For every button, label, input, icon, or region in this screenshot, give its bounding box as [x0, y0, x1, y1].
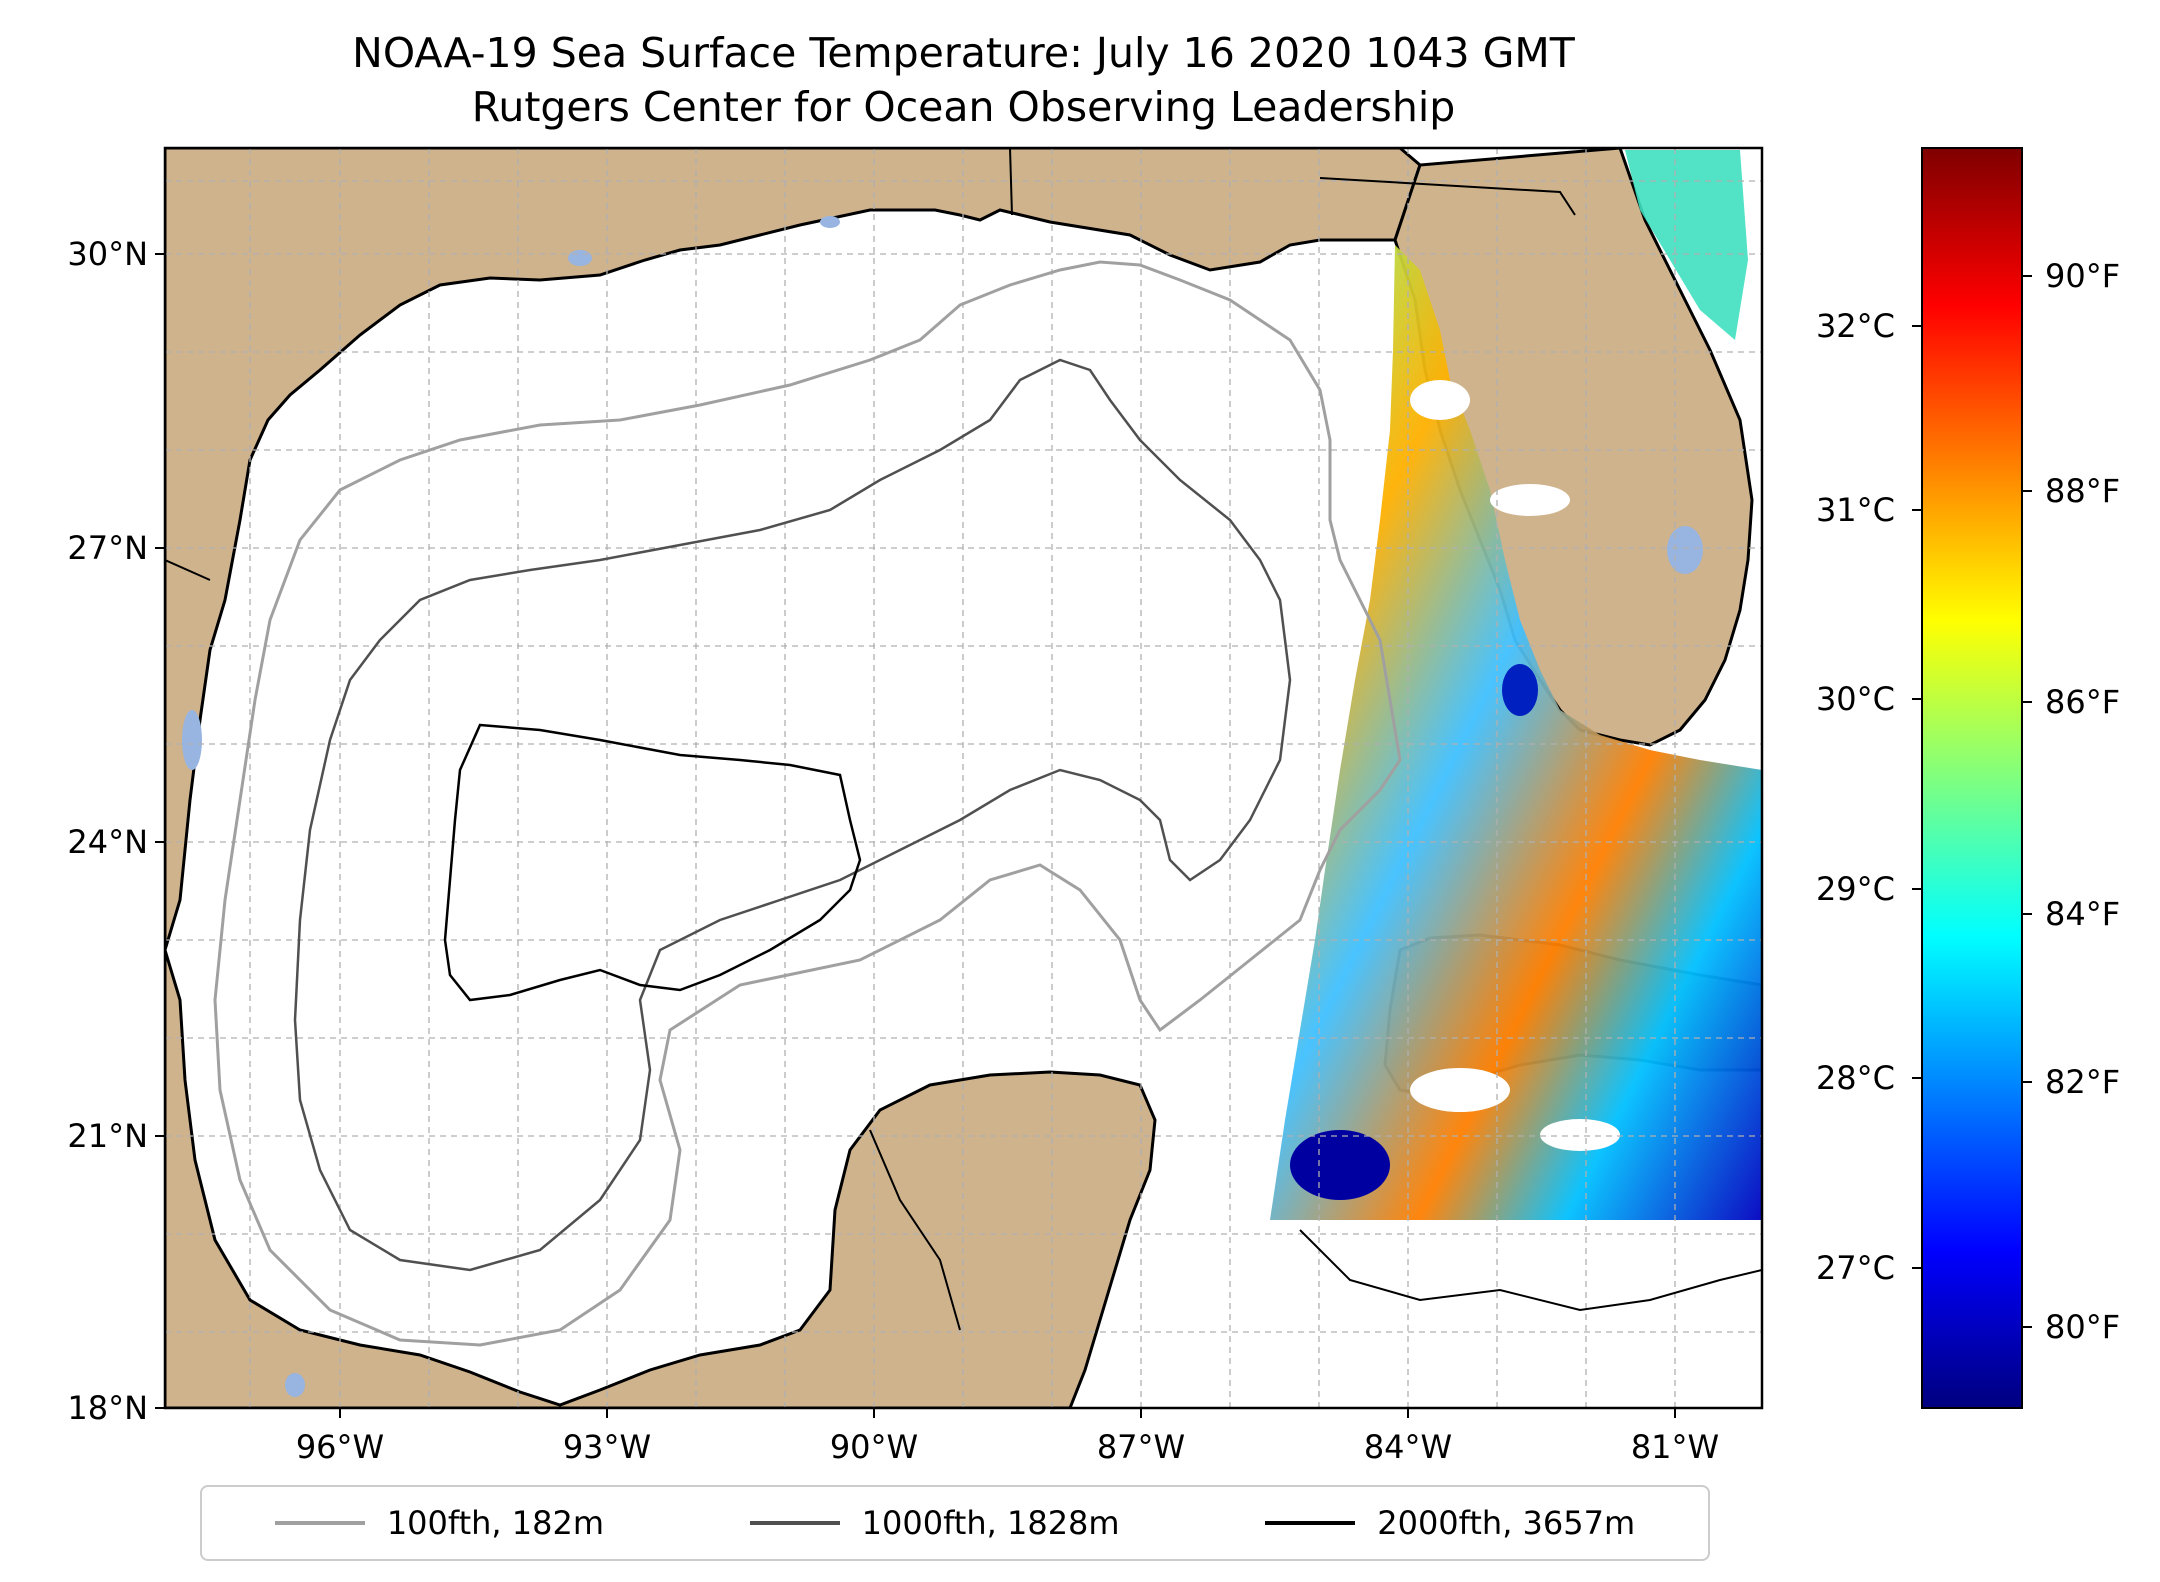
- colorbar: [1921, 147, 2023, 1409]
- lat-label: 18°N: [67, 1389, 148, 1427]
- cloud-gap: [1490, 484, 1570, 516]
- lake: [285, 1373, 305, 1397]
- lake: [568, 250, 592, 266]
- legend-item-1000fth: 1000fth, 1828m: [749, 1504, 1120, 1542]
- map-area: [165, 148, 1762, 1408]
- lon-label: 87°W: [1097, 1428, 1185, 1466]
- lon-label: 90°W: [830, 1428, 918, 1466]
- fahrenheit-label: 80°F: [2045, 1308, 2120, 1346]
- lake: [182, 710, 202, 770]
- celsius-label: 28°C: [1816, 1059, 1895, 1097]
- land-north-america: [165, 148, 1422, 951]
- colorbar-fahrenheit-axis: 80°F 82°F 84°F 86°F 88°F 90°F: [2022, 257, 2120, 1346]
- celsius-label: 31°C: [1816, 491, 1895, 529]
- cloud-gap: [1410, 380, 1470, 420]
- lat-label: 24°N: [67, 823, 148, 861]
- sst-swath-ne: [1625, 150, 1748, 340]
- legend-label: 2000fth, 3657m: [1377, 1504, 1636, 1542]
- land-mexico: [165, 949, 1157, 1408]
- celsius-label: 32°C: [1816, 307, 1895, 345]
- fahrenheit-label: 86°F: [2045, 683, 2120, 721]
- legend-line-100fth: [274, 1521, 365, 1525]
- fahrenheit-label: 82°F: [2045, 1063, 2120, 1101]
- celsius-label: 30°C: [1816, 680, 1895, 718]
- legend-line-2000fth: [1265, 1521, 1356, 1525]
- colorbar-celsius-axis: 27°C 28°C 29°C 30°C 31°C 32°C: [1816, 307, 1922, 1287]
- contour-100fth: [213, 260, 1402, 1347]
- lon-label: 81°W: [1631, 1428, 1719, 1466]
- lon-label: 84°W: [1364, 1428, 1452, 1466]
- legend-label: 1000fth, 1828m: [861, 1504, 1120, 1542]
- contour-1000fth: [293, 358, 1292, 1272]
- state-borders: [165, 148, 1576, 1331]
- lat-label: 21°N: [67, 1117, 148, 1155]
- lat-axis: 18°N 21°N 24°N 27°N 30°N: [67, 235, 165, 1427]
- celsius-label: 27°C: [1816, 1249, 1895, 1287]
- cloud-gap: [1410, 1068, 1510, 1112]
- legend-label: 100fth, 182m: [386, 1504, 605, 1542]
- legend-line-1000fth: [749, 1521, 840, 1525]
- fahrenheit-label: 84°F: [2045, 895, 2120, 933]
- cloud-gap: [1540, 1119, 1620, 1151]
- lon-label: 93°W: [563, 1428, 651, 1466]
- cold-eddy: [1502, 664, 1538, 716]
- fahrenheit-label: 88°F: [2045, 472, 2120, 510]
- lon-axis: 96°W 93°W 90°W 87°W 84°W 81°W: [296, 1408, 1719, 1466]
- title-line-2: Rutgers Center for Ocean Observing Leade…: [471, 83, 1456, 131]
- lat-label: 30°N: [67, 235, 148, 273]
- contour-2000fth: [443, 723, 862, 1002]
- lon-label: 96°W: [296, 1428, 384, 1466]
- legend-item-100fth: 100fth, 182m: [274, 1504, 605, 1542]
- fahrenheit-label: 90°F: [2045, 257, 2120, 295]
- contour-2000fth-east: [1299, 1229, 1762, 1312]
- legend-item-2000fth: 2000fth, 3657m: [1265, 1504, 1635, 1542]
- lat-label: 27°N: [67, 529, 148, 567]
- title-line-1: NOAA-19 Sea Surface Temperature: July 16…: [352, 29, 1575, 77]
- legend: 100fth, 182m 1000fth, 1828m 2000fth, 365…: [200, 1485, 1710, 1561]
- lake: [820, 216, 840, 228]
- lake: [1667, 526, 1703, 574]
- cold-region: [1290, 1130, 1390, 1200]
- sst-swath: [1270, 245, 1762, 1220]
- celsius-label: 29°C: [1816, 870, 1895, 908]
- map-frame: [163, 146, 1764, 1410]
